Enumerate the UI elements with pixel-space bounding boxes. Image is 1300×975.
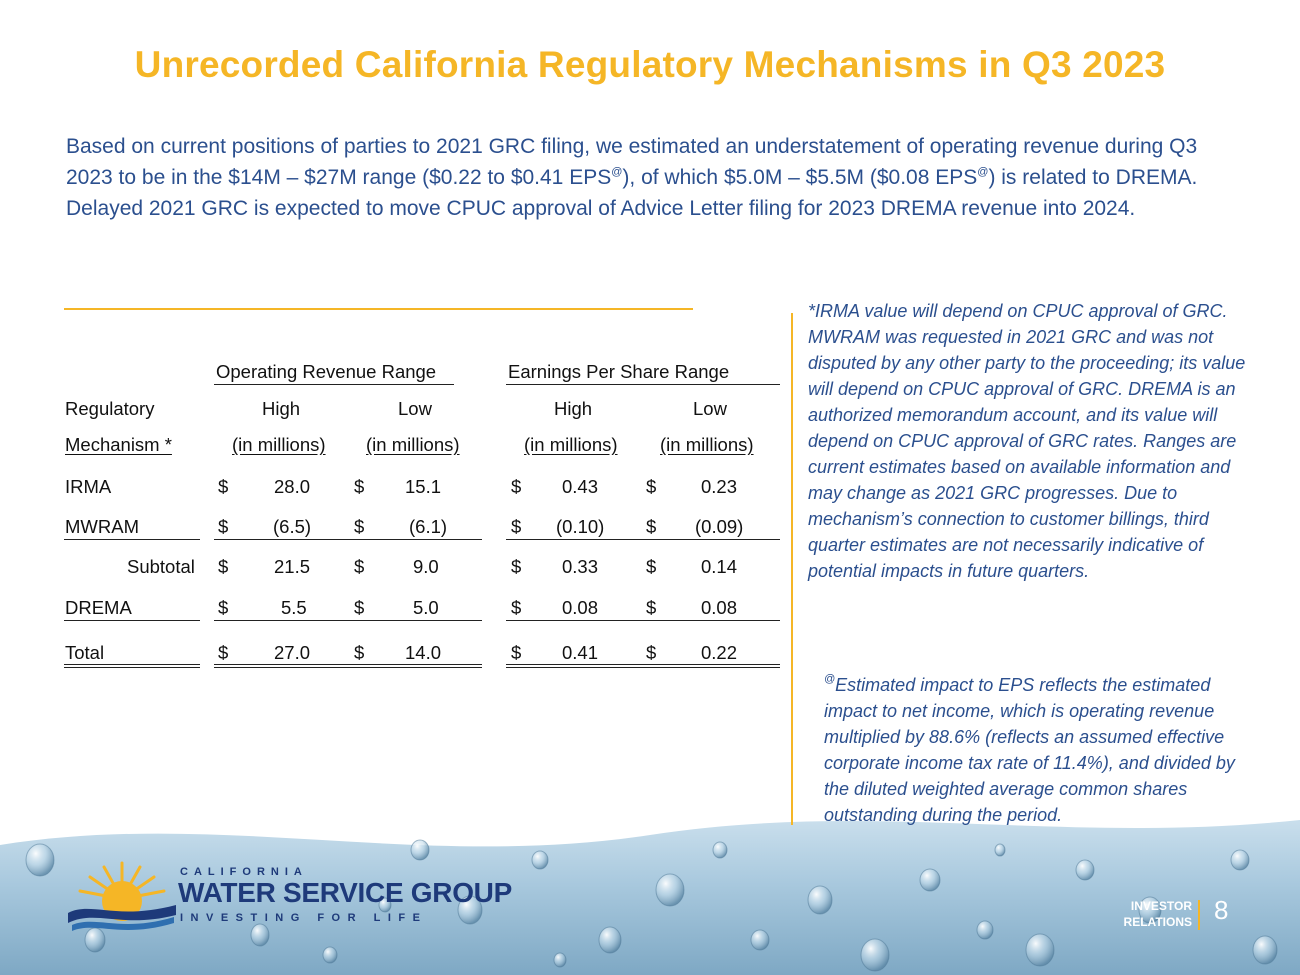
total-double-rule <box>214 664 482 665</box>
gold-divider <box>64 308 693 310</box>
row-header-mechanism: Mechanism * <box>65 434 172 455</box>
logo-line-company-name: WATER SERVICE GROUP <box>178 877 512 908</box>
intro-paragraph: Based on current positions of parties to… <box>66 131 1246 224</box>
currency-sign: $ <box>511 476 522 497</box>
page-number: 8 <box>1214 895 1229 925</box>
currency-sign: $ <box>218 556 229 577</box>
water-droplet-background <box>0 790 1300 975</box>
value-rev-low: 5.0 <box>413 597 439 618</box>
value-rev-low: 15.1 <box>405 476 442 497</box>
row-label: IRMA <box>65 476 112 497</box>
value-rev-high: 27.0 <box>274 642 311 663</box>
value-eps-low: 0.14 <box>701 556 738 577</box>
col-label-eps-high: High <box>554 398 593 419</box>
regulatory-mechanisms-table: Operating Revenue Range Earnings Per Sha… <box>62 360 782 670</box>
total-double-rule <box>64 667 200 668</box>
water-droplets-graphic <box>0 790 1300 975</box>
total-double-rule <box>506 667 780 668</box>
group-header-rule <box>214 384 454 385</box>
logo-line-tagline: INVESTING FOR LIFE <box>180 912 428 924</box>
currency-sign: $ <box>354 516 365 537</box>
value-eps-low: (0.09) <box>695 516 744 537</box>
currency-sign: $ <box>646 597 657 618</box>
col-unit-rev-low: (in millions) <box>366 434 460 455</box>
intro-text-1: Based on current positions of parties to… <box>66 135 1198 189</box>
notes-divider <box>791 313 793 825</box>
currency-sign: $ <box>354 642 365 663</box>
eps-footnote-marker: @ <box>977 166 989 178</box>
row-label: Total <box>65 642 105 663</box>
row-rule <box>64 620 200 621</box>
row-rule <box>64 539 200 540</box>
value-rev-high: 28.0 <box>274 476 311 497</box>
col-label-eps-low: Low <box>693 398 727 419</box>
col-label-rev-low: Low <box>398 398 432 419</box>
col-unit-eps-high: (in millions) <box>524 434 618 455</box>
eps-footnote-marker: @ <box>611 166 623 178</box>
currency-sign: $ <box>511 556 522 577</box>
value-rev-low: (6.1) <box>409 516 448 537</box>
row-rule <box>506 620 780 621</box>
investor-label-line2: RELATIONS <box>1123 915 1192 929</box>
company-logo-icon <box>68 861 176 931</box>
col-unit-rev-high: (in millions) <box>232 434 326 455</box>
total-double-rule <box>64 664 200 665</box>
group-header-rule <box>506 384 780 385</box>
total-double-rule <box>506 664 780 665</box>
irma-footnote: *IRMA value will depend on CPUC approval… <box>808 301 1246 581</box>
value-eps-high: (0.10) <box>556 516 605 537</box>
logo-line-california: CALIFORNIA <box>180 866 308 878</box>
currency-sign: $ <box>646 476 657 497</box>
value-rev-low: 9.0 <box>413 556 439 577</box>
currency-sign: $ <box>218 516 229 537</box>
value-rev-high: 5.5 <box>281 597 307 618</box>
currency-sign: $ <box>646 556 657 577</box>
currency-sign: $ <box>646 642 657 663</box>
currency-sign: $ <box>354 597 365 618</box>
currency-sign: $ <box>646 516 657 537</box>
row-label: MWRAM <box>65 516 139 537</box>
investor-label-line1: INVESTOR <box>1130 899 1192 913</box>
currency-sign: $ <box>511 597 522 618</box>
value-rev-high: (6.5) <box>273 516 312 537</box>
slide-title: Unrecorded California Regulatory Mechani… <box>134 44 1166 85</box>
value-eps-high: 0.33 <box>562 556 599 577</box>
value-rev-low: 14.0 <box>405 642 442 663</box>
row-rule <box>214 620 482 621</box>
value-eps-low: 0.08 <box>701 597 738 618</box>
currency-sign: $ <box>354 556 365 577</box>
intro-text-2: ), of which $5.0M – $5.5M ($0.08 EPS <box>622 166 978 189</box>
row-rule <box>506 539 780 540</box>
footer-divider <box>1198 900 1200 930</box>
intro-text-3: ) is related to DREMA. Delayed 2021 GRC … <box>66 166 1198 220</box>
currency-sign: $ <box>511 642 522 663</box>
group-header-operating-revenue: Operating Revenue Range <box>216 361 437 382</box>
value-eps-low: 0.23 <box>701 476 738 497</box>
row-label: Subtotal <box>127 556 195 577</box>
value-eps-high: 0.08 <box>562 597 599 618</box>
investor-relations-label: INVESTOR RELATIONS <box>1110 898 1192 930</box>
currency-sign: $ <box>354 476 365 497</box>
currency-sign: $ <box>511 516 522 537</box>
value-rev-high: 21.5 <box>274 556 311 577</box>
group-header-eps: Earnings Per Share Range <box>508 361 730 382</box>
currency-sign: $ <box>218 642 229 663</box>
eps-footnote-marker: @ <box>824 673 836 685</box>
col-label-rev-high: High <box>262 398 301 419</box>
value-eps-high: 0.41 <box>562 642 599 663</box>
col-unit-eps-low: (in millions) <box>660 434 754 455</box>
total-double-rule <box>214 667 482 668</box>
currency-sign: $ <box>218 476 229 497</box>
row-header-regulatory: Regulatory <box>65 398 155 419</box>
row-rule <box>214 539 482 540</box>
currency-sign: $ <box>218 597 229 618</box>
value-eps-high: 0.43 <box>562 476 599 497</box>
row-label: DREMA <box>65 597 132 618</box>
value-eps-low: 0.22 <box>701 642 738 663</box>
